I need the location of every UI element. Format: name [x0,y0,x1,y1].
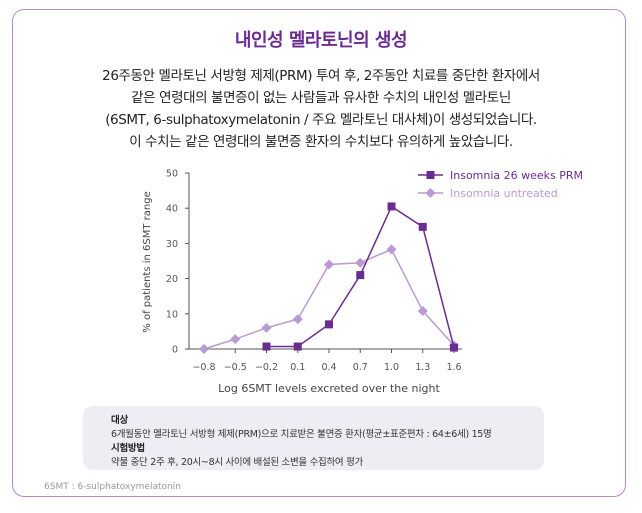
y-tick-label: 50 [166,169,178,180]
x-tick-label: 0.4 [321,362,336,373]
subject-heading: 대상 [111,415,128,426]
x-tick-label: 1.0 [384,362,399,373]
x-tick-label: 0.7 [353,362,368,373]
data-point-square [356,271,365,280]
data-point-diamond [230,334,241,345]
legend-label: Insomnia untreated [450,187,558,200]
chart: 0 10 20 30 40 50 −0.8 −0.5 −0.2 0.1 0.4 0.7 1.0 1.3 1.… [142,169,583,396]
description-line-1: 26주동안 멜라토닌 서방형 제제(PRM) 투여 후, 2주동안 치료를 중단… [102,68,540,84]
data-point-diamond [292,314,303,325]
x-tick-label: 1.3 [415,362,430,373]
data-point-square [387,202,396,211]
data-point-square [293,342,302,351]
description-line-2: 같은 연령대의 불면증이 없는 사람들과 유사한 수치의 내인성 멜라토닌 [131,90,511,106]
data-point-square [262,342,271,351]
x-tick-label: −0.2 [255,362,278,373]
data-point-square [426,171,435,179]
data-point-diamond [417,305,428,316]
data-point-square [418,222,427,231]
info-box: 대상 6개월동안 멜라토닌 서방형 제제(PRM)으로 치료받은 불면증 환자(… [83,406,544,470]
content-card [12,9,626,497]
data-point-diamond [199,344,209,354]
data-point-diamond [355,257,366,268]
data-point-diamond [386,244,397,255]
page-title: 내인성 멜라토닌의 생성 [234,30,408,51]
data-point-diamond [425,188,436,198]
description-line-4: 이 수치는 같은 연령대의 불면증 환자의 수치보다 유의하게 높았습니다. [129,134,513,150]
legend-label: Insomnia 26 weeks PRM [450,169,583,182]
data-point-square [325,320,333,329]
data-point-square [450,343,458,352]
y-tick-label: 40 [166,204,178,215]
description-line-3: (6SMT, 6-sulphatoxymelatonin / 주요 멜라토닌 대… [105,112,537,128]
data-point-diamond [324,259,334,270]
x-tick-label: −0.8 [192,362,215,373]
method-heading: 시험방법 [111,443,145,454]
y-tick-label: 0 [172,345,178,356]
footnote: 6SMT : 6-sulphatoxymelatonin [44,482,181,492]
y-tick-label: 20 [166,274,178,285]
y-axis-label: % of patients in 6SMT range [142,191,153,332]
x-tick-label: −0.5 [224,362,247,373]
x-axis-label: Log 6SMT levels excreted over the night [218,382,440,395]
x-tick-label: 1.6 [446,362,461,373]
method-text: 약물 중단 2주 후, 20시~8시 사이에 배설된 소변을 수집하여 평가 [111,457,363,468]
subject-text: 6개월동안 멜라토닌 서방형 제제(PRM)으로 치료받은 불면증 환자(평균±… [111,429,492,440]
data-point-diamond [261,322,272,333]
x-tick-label: 0.1 [290,362,305,373]
y-tick-label: 30 [166,239,178,250]
y-tick-label: 10 [166,309,178,320]
